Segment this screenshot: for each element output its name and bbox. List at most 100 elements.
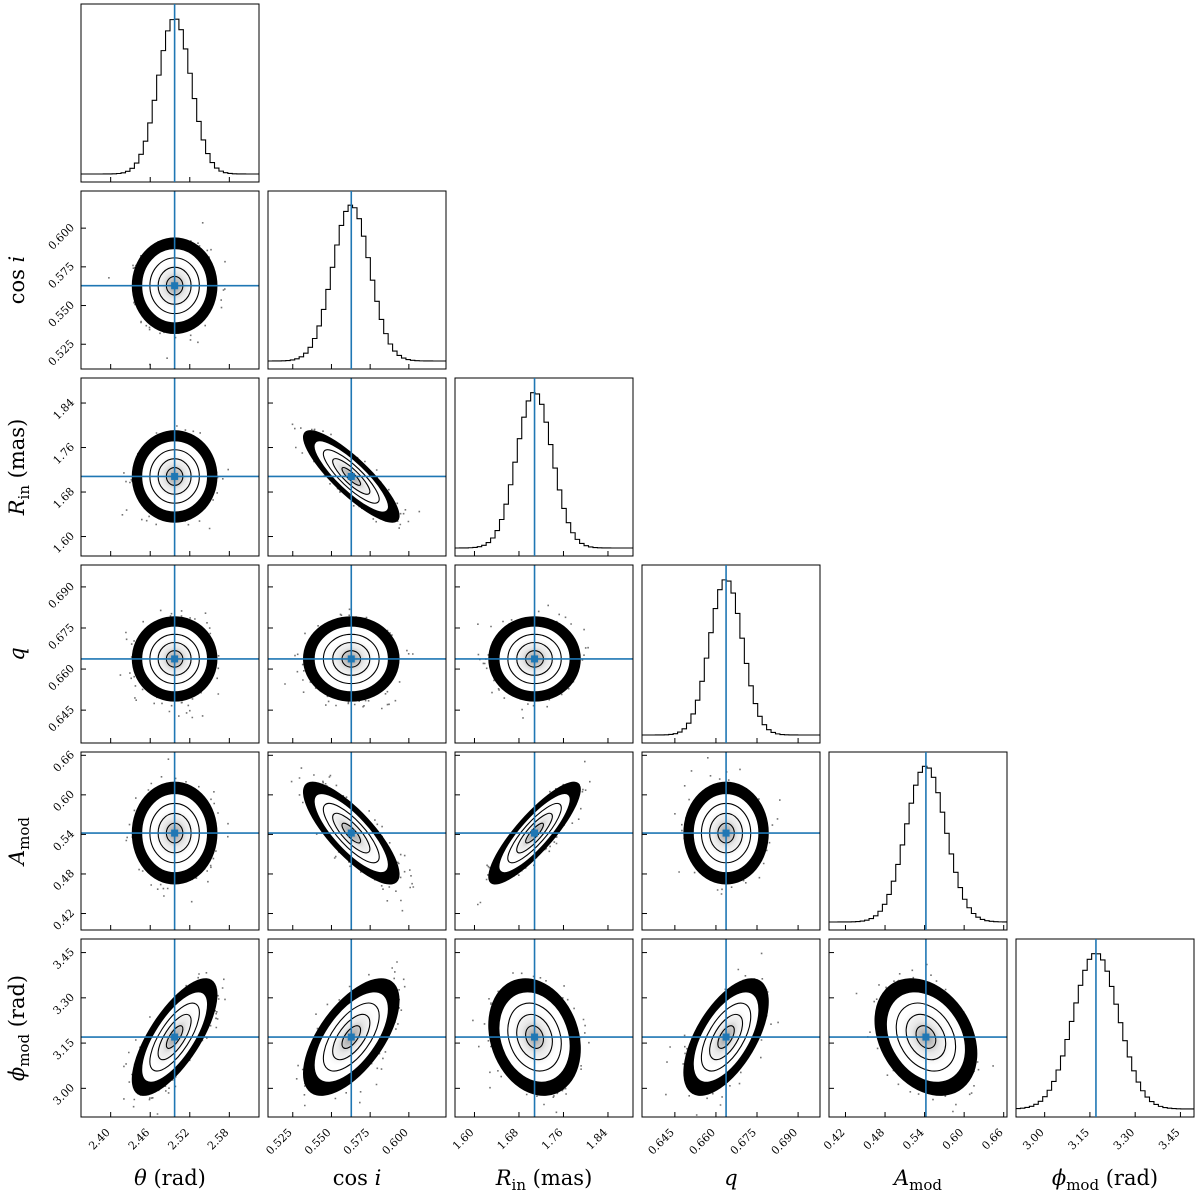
contour-level-4: [885, 991, 967, 1083]
scatter-q-vs-Rin: [454, 564, 634, 744]
contour-level-2: [516, 812, 553, 854]
truth-marker: [347, 829, 355, 837]
truth-marker: [922, 1033, 930, 1041]
scatter-phimod-vs-cosi: [267, 938, 447, 1118]
y-tick-label-Rin: 1.84: [51, 396, 78, 423]
histogram-step-Rin: [455, 392, 633, 549]
panel-frame: [828, 938, 1008, 1118]
y-tick-label-Amod: 0.42: [51, 906, 78, 933]
x-axis-label-Rin: Rin (mas): [495, 1166, 593, 1194]
y-axis-label-phimod: ϕmod (rad): [5, 975, 33, 1081]
x-tick-label-q: 0.675: [728, 1126, 759, 1157]
contour-level-1: [165, 1025, 184, 1049]
x-tick-label-phimod: 3.45: [1156, 1126, 1183, 1153]
y-tick-label-Amod: 0.54: [51, 827, 78, 854]
truth-marker: [171, 829, 179, 837]
panel-frame: [267, 190, 447, 370]
panel-frame: [1015, 938, 1195, 1118]
scatter-Rin-vs-theta: [80, 377, 260, 557]
scatter-Amod-vs-cosi: [267, 751, 447, 931]
truth-marker: [722, 1033, 730, 1041]
histogram-step-theta: [81, 18, 259, 175]
panel-frame: [80, 751, 260, 931]
contour-level-4: [498, 792, 571, 874]
x-tick-label-phimod: 3.30: [1111, 1126, 1138, 1153]
y-axis-label-cosi: cos i: [5, 256, 29, 305]
truth-marker: [531, 1033, 539, 1041]
y-tick-label-Rin: 1.76: [51, 440, 78, 467]
panel-frame: [267, 938, 447, 1118]
y-axis-label-Rin: Rin (mas): [5, 419, 33, 517]
contour-level-3: [322, 802, 380, 864]
x-tick-label-Amod: 0.60: [940, 1126, 967, 1153]
histogram-phimod: [1015, 938, 1195, 1118]
contour-level-3: [507, 802, 562, 864]
contour-level-1: [341, 1025, 362, 1049]
scatter-q-vs-theta: [80, 564, 260, 744]
truth-marker: [171, 282, 179, 290]
x-axis-label-phimod: ϕmod (rad): [1052, 1166, 1158, 1194]
truth-marker: [531, 655, 539, 663]
truth-marker: [347, 1033, 355, 1041]
truth-marker: [171, 472, 179, 480]
panel-frame: [454, 564, 634, 744]
x-tick-label-Rin: 1.84: [584, 1126, 611, 1153]
scatter-phimod-vs-q: [641, 938, 821, 1118]
x-tick-label-cosi: 0.550: [302, 1126, 333, 1157]
x-tick-label-phimod: 3.00: [1020, 1126, 1047, 1153]
panel-frame: [80, 938, 260, 1118]
y-tick-label-cosi: 0.525: [46, 337, 77, 368]
histogram-theta: [80, 3, 260, 183]
contour-level-1: [915, 1025, 937, 1049]
contour-level-2: [905, 1013, 947, 1061]
contour-level-2: [709, 1013, 744, 1061]
contour-level-2: [332, 812, 371, 854]
y-tick-label-phimod: 3.45: [51, 946, 78, 973]
contour-level-2: [332, 1013, 371, 1061]
truth-marker: [347, 472, 355, 480]
panel-frame: [641, 751, 821, 931]
x-tick-label-phimod: 3.15: [1066, 1126, 1093, 1153]
x-tick-label-q: 0.690: [769, 1126, 800, 1157]
histogram-step-q: [642, 579, 820, 736]
scatter-phimod-vs-Rin: [454, 938, 634, 1118]
contour-level-3: [322, 449, 380, 504]
x-tick-label-Rin: 1.76: [539, 1126, 566, 1153]
contour-level-3: [895, 1002, 957, 1072]
x-tick-label-q: 0.660: [687, 1126, 718, 1157]
x-tick-label-cosi: 0.600: [380, 1126, 411, 1157]
scatter-phimod-vs-theta: [80, 938, 260, 1118]
y-tick-label-Amod: 0.66: [51, 748, 78, 775]
x-tick-label-theta: 2.58: [205, 1126, 232, 1153]
y-tick-label-q: 0.675: [46, 621, 77, 652]
x-tick-label-theta: 2.40: [86, 1126, 113, 1153]
x-axis-label-q: q: [724, 1166, 737, 1190]
x-tick-label-Amod: 0.42: [821, 1126, 848, 1153]
scatter-Amod-vs-q: [641, 751, 821, 931]
x-tick-label-Rin: 1.68: [495, 1126, 522, 1153]
contour-level-4: [692, 991, 760, 1083]
histogram-Rin: [454, 377, 634, 557]
y-tick-label-q: 0.660: [46, 662, 77, 693]
x-tick-label-theta: 2.46: [126, 1126, 153, 1153]
y-tick-label-q: 0.645: [46, 703, 77, 734]
x-tick-label-q: 0.645: [646, 1126, 677, 1157]
contour-level-3: [149, 1002, 200, 1072]
y-tick-label-cosi: 0.600: [46, 221, 77, 252]
histogram-step-phimod: [1016, 953, 1194, 1110]
y-tick-label-cosi: 0.575: [46, 260, 77, 291]
y-tick-label-phimod: 3.15: [51, 1036, 78, 1063]
x-tick-label-cosi: 0.575: [341, 1126, 372, 1157]
x-tick-label-Amod: 0.54: [900, 1126, 927, 1153]
x-axis-label-Amod: Amod: [892, 1166, 942, 1194]
contour-level-2: [157, 1013, 192, 1061]
panel-frame: [80, 190, 260, 370]
contour-level-2: [516, 1013, 553, 1061]
y-axis-label-q: q: [5, 647, 29, 660]
y-tick-label-Amod: 0.48: [51, 867, 78, 894]
panel-frame: [80, 564, 260, 744]
histogram-q: [641, 564, 821, 744]
scatter-phimod-vs-Amod: [828, 938, 1008, 1118]
histogram-step-Amod: [829, 765, 1007, 923]
